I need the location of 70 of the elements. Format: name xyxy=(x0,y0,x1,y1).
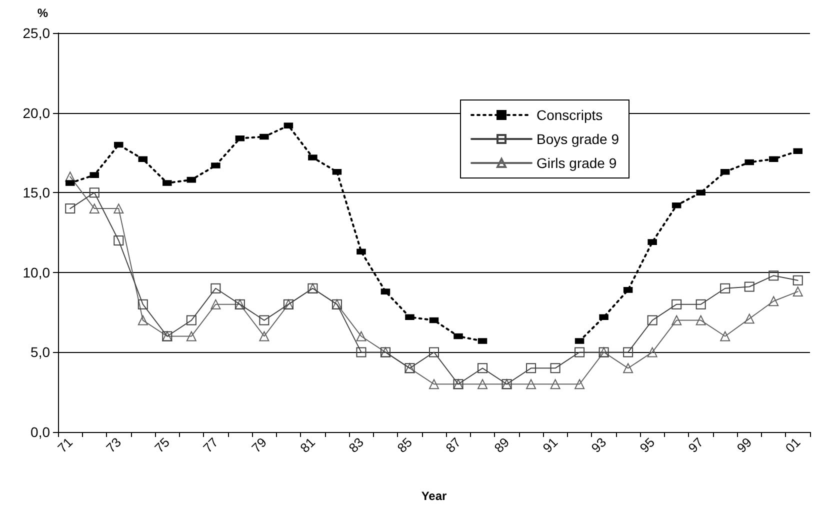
point xyxy=(550,379,560,390)
x-tick-label: 95 xyxy=(636,434,658,456)
x-tick-label: 77 xyxy=(200,434,221,456)
point xyxy=(526,363,536,374)
point xyxy=(696,299,706,310)
point xyxy=(89,204,100,214)
point xyxy=(672,315,682,326)
point xyxy=(430,317,438,324)
point xyxy=(744,282,754,292)
x-tick-label: 99 xyxy=(734,434,755,456)
point xyxy=(259,331,270,342)
legend-label: Conscripts xyxy=(536,107,603,123)
y-axis-title: % xyxy=(37,6,48,20)
point xyxy=(720,331,730,342)
x-tick-label: 89 xyxy=(491,434,512,456)
point xyxy=(210,299,221,310)
point xyxy=(356,347,366,358)
point xyxy=(210,283,221,294)
point xyxy=(138,315,148,326)
point xyxy=(89,188,100,198)
point xyxy=(478,363,488,374)
point xyxy=(65,204,76,214)
x-axis-title: Year xyxy=(421,489,448,503)
y-tick-label: 0,0 xyxy=(30,424,50,440)
point xyxy=(647,315,658,326)
x-tick-label: 73 xyxy=(103,434,124,456)
point xyxy=(429,379,439,390)
legend-label: Girls grade 9 xyxy=(536,155,617,171)
point xyxy=(623,347,634,358)
point xyxy=(114,204,124,214)
point xyxy=(429,347,439,358)
point xyxy=(550,363,560,374)
point xyxy=(768,270,779,281)
x-tick-label: 71 xyxy=(54,434,76,456)
point xyxy=(259,315,270,326)
legend-label: Boys grade 9 xyxy=(536,131,620,147)
x-tick-label: 81 xyxy=(297,434,318,456)
point xyxy=(574,379,585,390)
point xyxy=(186,315,196,326)
x-tick-label: 97 xyxy=(685,434,706,456)
y-tick-label: 5,0 xyxy=(30,344,50,360)
point xyxy=(623,363,634,374)
point xyxy=(792,275,803,286)
point xyxy=(574,347,585,358)
point xyxy=(114,235,124,246)
point xyxy=(720,283,730,294)
x-tick-label: 93 xyxy=(588,434,610,456)
y-tick-label: 15,0 xyxy=(22,184,50,201)
point xyxy=(65,172,76,182)
point xyxy=(768,296,779,306)
y-tick-label: 10,0 xyxy=(22,264,50,280)
x-tick-label: 75 xyxy=(152,434,172,456)
y-tick-label: 20,0 xyxy=(22,104,50,121)
x-tick-label: 79 xyxy=(248,434,270,456)
point xyxy=(792,286,803,297)
point xyxy=(672,299,682,310)
point xyxy=(356,331,366,342)
x-tick-label: 87 xyxy=(442,434,464,456)
point xyxy=(744,314,754,324)
x-tick-label: 01 xyxy=(782,434,804,456)
x-tick-label: 91 xyxy=(540,434,561,456)
y-tick-label: 25,0 xyxy=(22,25,50,41)
point xyxy=(138,299,148,310)
x-tick-label: 85 xyxy=(394,434,416,456)
point xyxy=(478,379,488,390)
point xyxy=(186,331,196,342)
point xyxy=(526,379,536,390)
point xyxy=(696,315,706,326)
point xyxy=(647,347,658,358)
x-tick-label: 83 xyxy=(346,434,367,456)
